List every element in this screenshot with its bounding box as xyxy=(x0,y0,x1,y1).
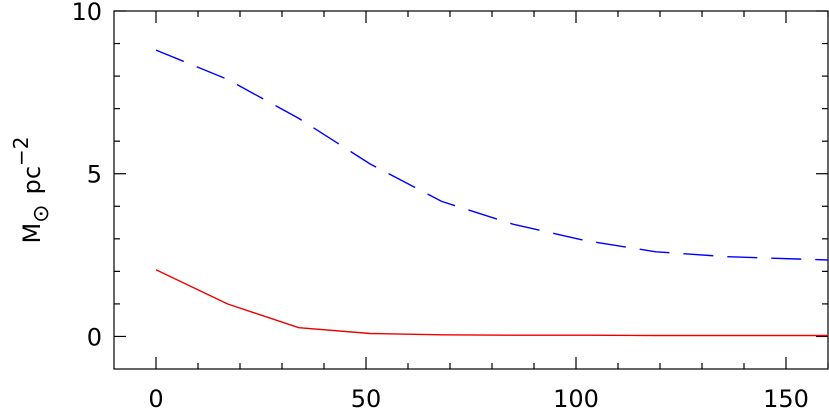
y-label-unit: pc xyxy=(18,166,46,194)
y-label-main: M xyxy=(18,223,46,244)
series-line-solid xyxy=(155,269,828,337)
y-tick-label: 10 xyxy=(71,0,102,26)
x-tick-label: 0 xyxy=(148,385,163,413)
series-line-dashed xyxy=(155,49,829,261)
plot-frame xyxy=(113,10,829,370)
tick-labels: 0 50 100 150 0 5 10 xyxy=(71,0,808,413)
axis-ticks xyxy=(114,10,829,369)
y-axis-label: M⊙ pc−2 xyxy=(9,136,54,243)
y-label-sup: −2 xyxy=(9,136,33,165)
y-tick-label: 0 xyxy=(87,323,102,351)
x-tick-label: 100 xyxy=(553,385,599,413)
x-tick-label: 50 xyxy=(351,385,382,413)
x-tick-label: 150 xyxy=(763,385,809,413)
series-layer xyxy=(155,49,829,337)
y-label-sub: ⊙ xyxy=(29,204,54,222)
y-tick-label: 5 xyxy=(87,161,102,189)
